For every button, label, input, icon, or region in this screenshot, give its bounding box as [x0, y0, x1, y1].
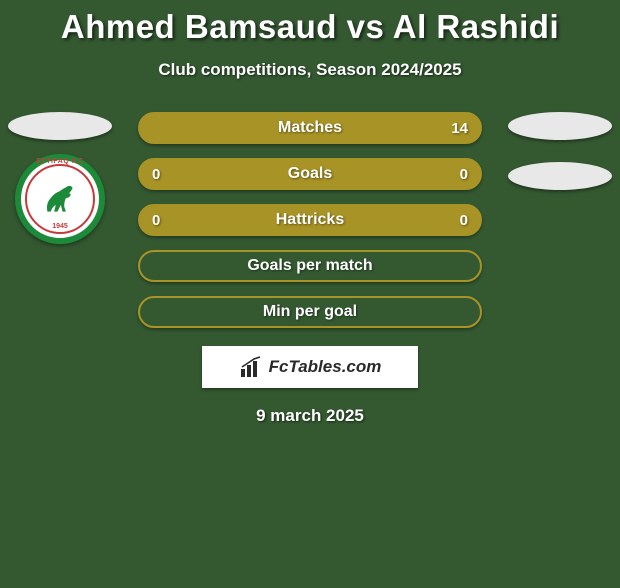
content-area: ETTIFAQ F.C 1945 Matches 14 0 Goals 0 0 …: [0, 112, 620, 426]
stat-row-min-per-goal: Min per goal: [138, 296, 482, 328]
stat-label: Hattricks: [140, 211, 480, 229]
badge-year: 1945: [52, 223, 68, 230]
stat-right-value: 0: [460, 212, 468, 229]
right-player-col: [500, 112, 620, 190]
player-photo-placeholder: [508, 112, 612, 140]
stat-left-value: 0: [152, 166, 160, 183]
bars-icon: [239, 355, 263, 379]
stat-label: Goals per match: [140, 257, 480, 275]
club-badge-ettifaq: ETTIFAQ F.C 1945: [15, 154, 105, 244]
brand-text: FcTables.com: [269, 357, 382, 377]
stat-right-value: 14: [451, 120, 468, 137]
page-title: Ahmed Bamsaud vs Al Rashidi: [0, 8, 620, 46]
page-subtitle: Club competitions, Season 2024/2025: [0, 60, 620, 80]
stat-row-goals-per-match: Goals per match: [138, 250, 482, 282]
stat-row-matches: Matches 14: [138, 112, 482, 144]
stat-label: Min per goal: [140, 303, 480, 321]
player-photo-placeholder: [8, 112, 112, 140]
footer-date: 9 march 2025: [0, 406, 620, 426]
stat-row-goals: 0 Goals 0: [138, 158, 482, 190]
stat-left-value: 0: [152, 212, 160, 229]
stat-row-hattricks: 0 Hattricks 0: [138, 204, 482, 236]
horse-icon: [39, 178, 81, 220]
brand-box: FcTables.com: [202, 346, 418, 388]
club-badge-placeholder: [508, 162, 612, 190]
stat-label: Matches: [140, 119, 480, 137]
badge-club-name: ETTIFAQ F.C: [36, 158, 84, 165]
stat-label: Goals: [140, 165, 480, 183]
stat-right-value: 0: [460, 166, 468, 183]
left-player-col: ETTIFAQ F.C 1945: [0, 112, 120, 244]
stats-rows: Matches 14 0 Goals 0 0 Hattricks 0 Goals…: [138, 112, 482, 328]
